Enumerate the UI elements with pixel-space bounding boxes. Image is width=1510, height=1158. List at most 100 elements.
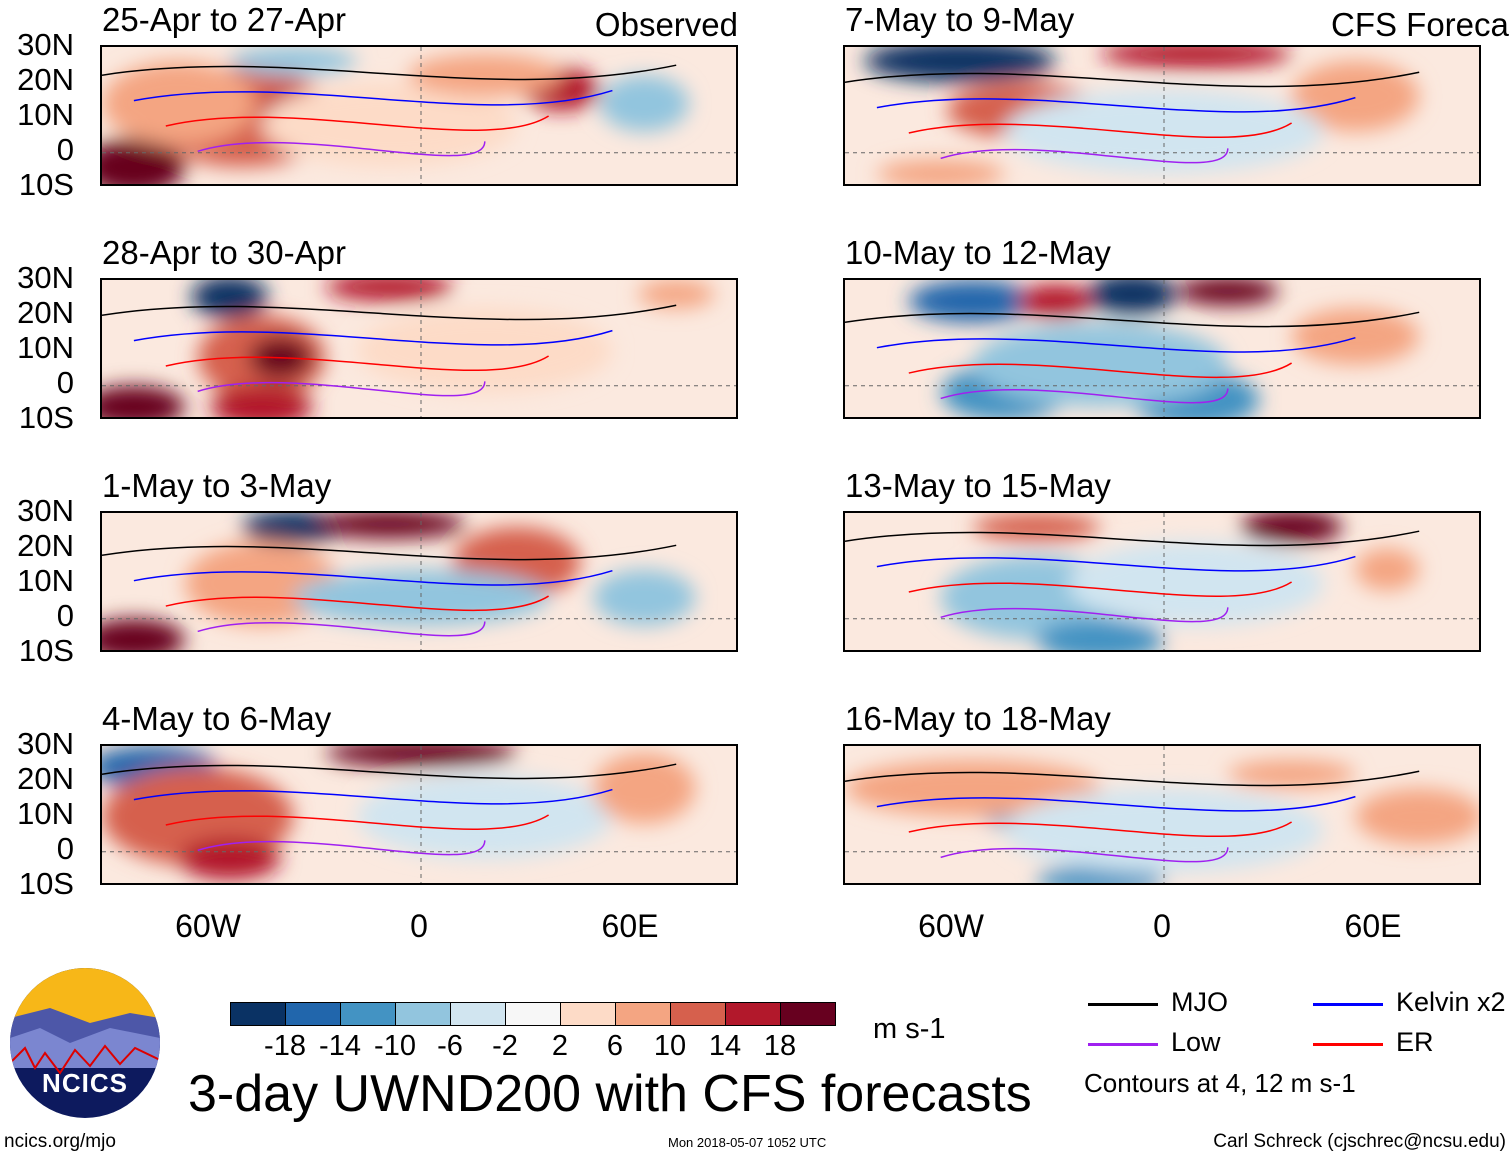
mjo-contour [845, 770, 1420, 787]
er-contour [908, 581, 1292, 597]
anomaly-region [972, 513, 1101, 542]
colorbar-tick-label: 10 [653, 1030, 687, 1062]
legend-line [1088, 1043, 1158, 1046]
ncics-logo: NCICS [10, 968, 160, 1118]
er-contour [908, 821, 1292, 837]
anomaly-region [357, 308, 613, 393]
colorbar-units: m s-1 [873, 1013, 946, 1045]
logo-text: NCICS [42, 1068, 128, 1098]
anomaly-region [210, 385, 313, 417]
lat-tick-label: 20N [17, 62, 74, 97]
panel-title: 28-Apr to 30-Apr [102, 234, 346, 271]
er-contour [165, 595, 549, 612]
colorbar-swatch [340, 1002, 396, 1026]
map-panel [843, 45, 1481, 186]
anomaly-region [102, 138, 185, 184]
forecast-column-label: CFS Forecast [1331, 6, 1510, 43]
lat-tick-label: 0 [56, 598, 74, 633]
lon-tick-label: 60E [601, 908, 659, 944]
colorbar-swatch [505, 1002, 561, 1026]
colorbar-tick-label: -18 [264, 1030, 306, 1062]
anomaly-region [293, 569, 549, 626]
anomaly-region [599, 75, 689, 132]
anomaly-region [102, 61, 256, 146]
lon-tick-label: 0 [410, 908, 428, 944]
lat-tick-label: 10S [18, 866, 74, 901]
er-contour [908, 362, 1292, 379]
anomaly-region [1291, 308, 1420, 365]
lat-tick-label: 30N [17, 726, 74, 761]
anomaly-region [191, 280, 268, 319]
lat-tick-label: 10N [17, 97, 74, 132]
anomaly-region [408, 54, 562, 97]
anomaly-region [908, 280, 1037, 323]
low-contour [197, 141, 486, 157]
anomaly-region [1100, 47, 1292, 69]
colorbar-swatch [560, 1002, 616, 1026]
colorbar-tick-label: 6 [606, 1030, 624, 1062]
low-contour [940, 847, 1229, 863]
colorbar-swatch [285, 1002, 341, 1026]
mjo-contour [845, 530, 1420, 547]
anomaly-region [1068, 541, 1324, 626]
map-panel [100, 744, 738, 885]
legend-label: MJO [1171, 987, 1228, 1017]
legend-label: Kelvin x2 [1396, 987, 1506, 1017]
anomaly-region [325, 280, 453, 302]
contour-note: Contours at 4, 12 m s-1 [1084, 1068, 1356, 1098]
anomaly-region [1355, 788, 1479, 845]
footer-url[interactable]: ncics.org/mjo [4, 1131, 116, 1152]
colorbar-swatch [725, 1002, 781, 1026]
lon-tick-label: 60W [918, 908, 984, 944]
anomaly-region [1004, 89, 1324, 174]
colorbar-swatch [615, 1002, 671, 1026]
colorbar-tick-label: 14 [708, 1030, 742, 1062]
lat-tick-label: 10N [17, 330, 74, 365]
lat-tick-label: 30N [17, 260, 74, 295]
low-contour [940, 607, 1229, 623]
lon-tick-label: 0 [1153, 908, 1171, 944]
anomaly-region [1355, 548, 1420, 591]
lon-tick-label: 60E [1344, 908, 1402, 944]
anomaly-region [1017, 284, 1094, 319]
low-contour [197, 621, 486, 637]
mjo-contour [102, 304, 677, 321]
lat-tick-label: 0 [56, 831, 74, 866]
anomaly-region [637, 280, 715, 309]
anomaly-region [1004, 788, 1324, 873]
legend-label: ER [1396, 1027, 1434, 1057]
panel-title: 16-May to 18-May [845, 700, 1111, 737]
legend-label: Low [1171, 1027, 1221, 1057]
low-contour [197, 840, 486, 856]
legend-line [1088, 1003, 1158, 1006]
lat-tick-label: 10N [17, 563, 74, 598]
anomaly-region [1227, 760, 1356, 789]
anomaly-region [102, 618, 185, 650]
kelvin-contour [133, 89, 613, 106]
low-contour [940, 148, 1229, 164]
er-contour [165, 115, 549, 131]
panel-title: 13-May to 15-May [845, 467, 1111, 504]
lat-tick-label: 30N [17, 493, 74, 528]
lat-tick-label: 10N [17, 796, 74, 831]
footer-author: Carl Schreck (cjschrec@ncsu.edu) [1213, 1131, 1506, 1152]
er-contour [908, 122, 1292, 138]
anomaly-region [1087, 280, 1177, 316]
anomaly-region [102, 385, 185, 417]
observed-column-label: Observed [594, 6, 738, 43]
colorbar-tick-label: -6 [437, 1030, 463, 1062]
panel-title: 7-May to 9-May [845, 1, 1075, 38]
map-panel [843, 278, 1481, 419]
anomaly-region [1176, 280, 1279, 306]
footer-timestamp: Mon 2018-05-07 1052 UTC [668, 1135, 827, 1150]
mjo-contour [845, 71, 1420, 88]
kelvin-contour [876, 96, 1356, 113]
legend-line [1313, 1003, 1383, 1006]
kelvin-contour [133, 569, 613, 586]
kelvin-contour [133, 788, 613, 805]
panel-title: 25-Apr to 27-Apr [102, 1, 346, 38]
lat-tick-label: 10S [18, 633, 74, 668]
mjo-contour [845, 311, 1420, 328]
lat-tick-label: 20N [17, 528, 74, 563]
colorbar-tick-label: -14 [319, 1030, 361, 1062]
